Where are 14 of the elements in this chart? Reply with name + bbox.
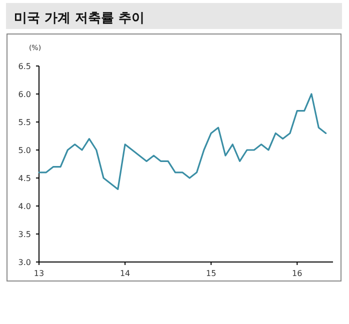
chart-title: 미국 가계 저축률 추이 [14, 11, 145, 26]
x-tick-label: 16 [292, 269, 302, 278]
x-tick-label: 14 [120, 269, 130, 278]
x-tick-label: 13 [34, 269, 44, 278]
y-tick-label: 3.5 [18, 230, 31, 239]
y-tick-label: 5.5 [18, 118, 31, 127]
y-tick-label: 4.5 [18, 174, 31, 183]
line-series [38, 93, 327, 190]
y-tick-label: 6.0 [18, 90, 31, 99]
y-tick-label: 5.0 [18, 146, 31, 155]
y-tick-label: 4.0 [18, 202, 31, 211]
y-tick-label: 6.5 [18, 62, 31, 71]
x-tick-label: 15 [206, 269, 216, 278]
y-tick-label: 3.0 [18, 258, 31, 267]
